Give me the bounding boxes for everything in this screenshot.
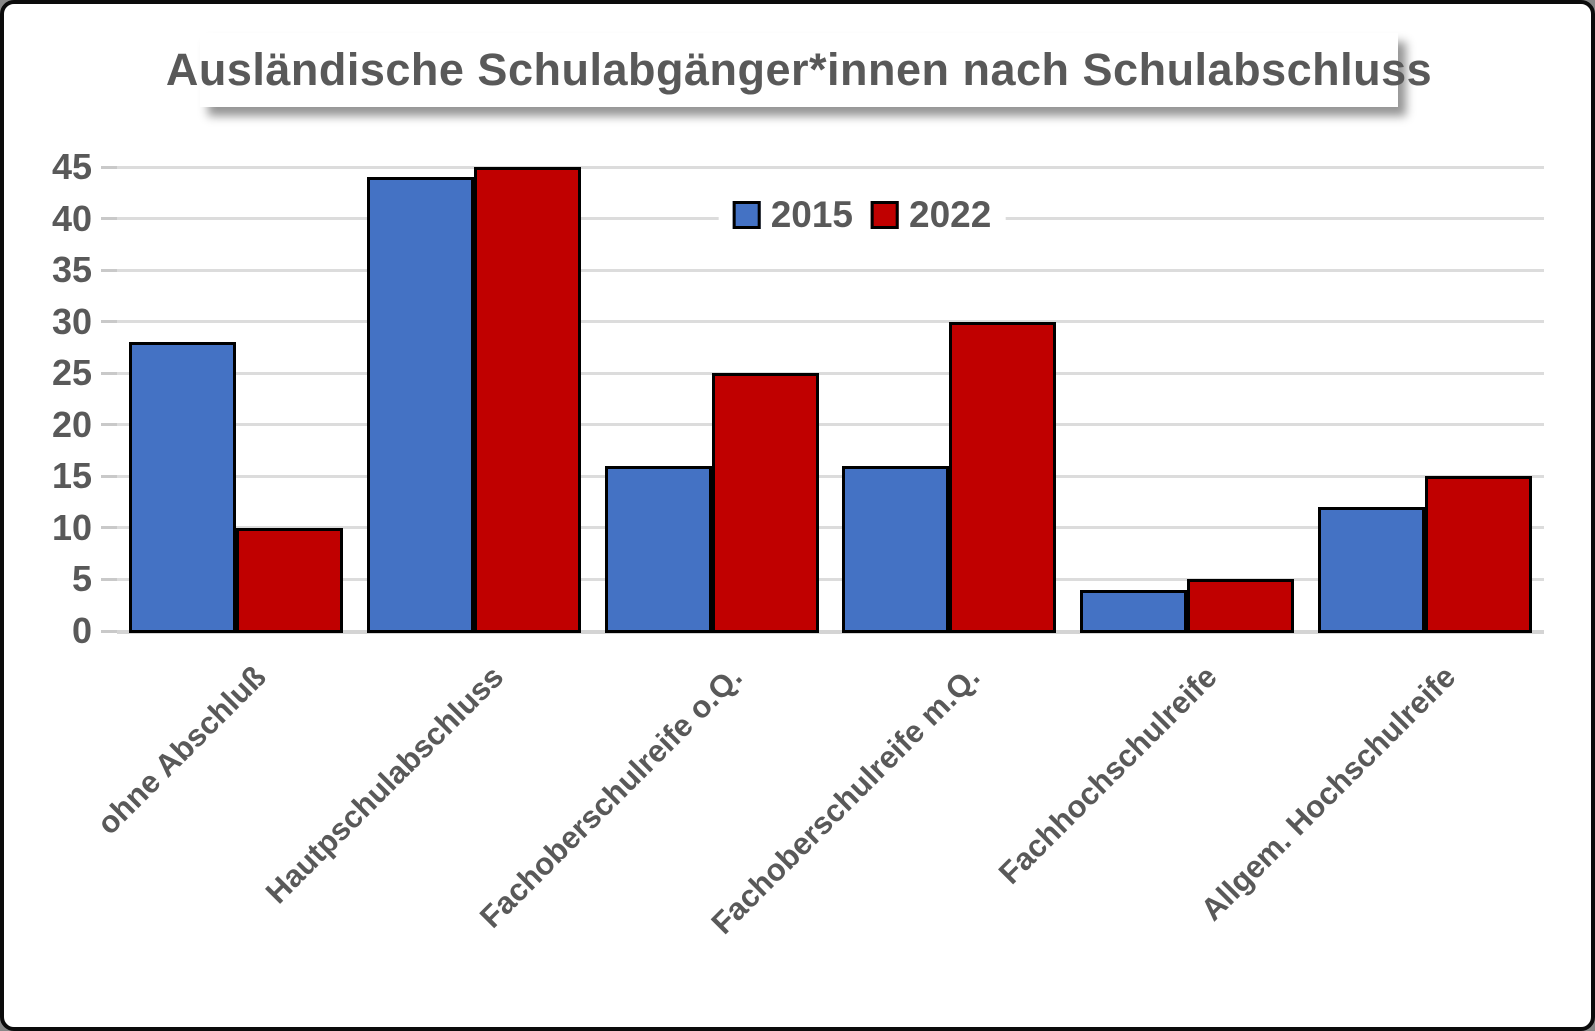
- y-axis-label-20: 20: [51, 403, 92, 445]
- bar-2022-fachoberschulreife-m-q: [949, 321, 1057, 633]
- bar-2015-fachoberschulreife-o-q: [604, 466, 712, 633]
- y-axis-tick-15: [101, 474, 117, 478]
- legend-label-2022: 2022: [909, 194, 992, 235]
- bar-2022-fachoberschulreife-o-q: [711, 373, 819, 633]
- legend-swatch-2015: [732, 200, 761, 229]
- bar-2015-hautpschulabschluss: [366, 177, 474, 633]
- y-axis-label-5: 5: [71, 558, 92, 600]
- y-axis-label-45: 45: [51, 146, 92, 187]
- y-axis-tick-0: [101, 629, 117, 633]
- bar-2015-allgem-hochschulreife: [1318, 507, 1426, 633]
- chart-title-box: Ausländische Schulabgänger*innen nach Sc…: [166, 33, 1432, 107]
- y-axis-tick-10: [101, 526, 117, 530]
- legend-swatch-2022: [871, 200, 899, 229]
- y-axis-label-25: 25: [51, 352, 92, 394]
- y-axis-tick-5: [101, 577, 117, 581]
- x-axis-label-fachhochschulreife: Fachhochschulreife: [992, 659, 1224, 891]
- gridline-15: [117, 474, 1544, 478]
- bar-2022-fachhochschulreife: [1187, 579, 1295, 633]
- x-axis-label-fachoberschulreife-m-q: Fachoberschulreife m.Q.: [704, 659, 987, 941]
- x-axis-label-hautpschulabschluss: Hautpschulabschluss: [259, 659, 511, 911]
- y-axis-tick-45: [101, 165, 117, 169]
- gridline-0: [117, 629, 1544, 634]
- bar-2015-ohne-abschlu: [128, 342, 236, 633]
- y-axis-tick-30: [101, 320, 117, 324]
- gridline-20: [117, 423, 1544, 427]
- y-axis-label-0: 0: [71, 610, 92, 651]
- x-axis-label-allgem-hochschulreife: Allgem. Hochschulreife: [1193, 659, 1462, 928]
- gridline-35: [117, 268, 1544, 272]
- plot-area: 0 5 10 15 20 25 30 35 40 45 ohne Abschluß Hautpschu…: [4, 4, 1591, 1027]
- legend-item-2022: 2022: [871, 196, 991, 233]
- gridline-25: [117, 371, 1544, 375]
- bar-2015-fachoberschulreife-m-q: [842, 466, 950, 633]
- y-axis-label-30: 30: [51, 300, 92, 342]
- gridline-5: [117, 577, 1544, 581]
- y-axis-tick-20: [101, 423, 117, 427]
- bar-2022-hautpschulabschluss: [473, 167, 581, 633]
- y-axis-label-40: 40: [51, 197, 92, 239]
- bar-2015-fachhochschulreife: [1080, 589, 1188, 633]
- legend-label-2015: 2015: [770, 194, 853, 235]
- y-axis-label-15: 15: [51, 455, 92, 497]
- bar-2022-allgem-hochschulreife: [1425, 476, 1533, 633]
- bar-2022-ohne-abschlu: [235, 527, 343, 633]
- y-axis-tick-40: [101, 217, 117, 221]
- y-axis-tick-35: [101, 268, 117, 272]
- gridline-10: [117, 526, 1544, 530]
- y-axis-label-10: 10: [51, 506, 92, 548]
- y-axis-label-35: 35: [51, 249, 92, 291]
- gridline-30: [117, 320, 1544, 324]
- chart-title: Ausländische Schulabgänger*innen nach Sc…: [165, 44, 1433, 95]
- gridline-45: [117, 165, 1544, 169]
- legend-item-2015: 2015: [732, 194, 853, 235]
- x-axis-label-fachoberschulreife-o-q: Fachoberschulreife o.Q.: [472, 659, 749, 935]
- chart-legend: 2015 2022: [718, 192, 1006, 237]
- x-axis-label-ohne-abschlu: ohne Abschluß: [90, 659, 273, 842]
- y-axis-tick-25: [101, 371, 117, 375]
